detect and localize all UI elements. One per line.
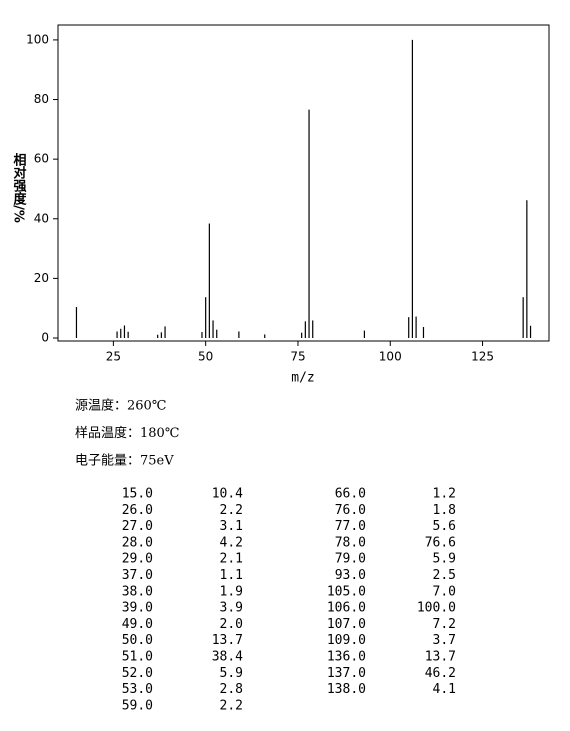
table-mz: 29.0 <box>122 552 153 567</box>
table-intensity: 5.9 <box>433 552 456 567</box>
table-mz: 15.0 <box>122 487 153 502</box>
table-intensity: 13.7 <box>425 650 456 665</box>
table-mz: 28.0 <box>122 535 153 550</box>
table-intensity: 7.0 <box>433 584 456 599</box>
table-mz: 66.0 <box>335 487 366 502</box>
table-intensity: 2.2 <box>220 698 243 713</box>
table-mz: 37.0 <box>122 568 153 583</box>
table-intensity: 46.2 <box>425 666 456 681</box>
table-intensity: 13.7 <box>212 633 243 648</box>
table-mz: 79.0 <box>335 552 366 567</box>
table-intensity: 76.6 <box>425 535 456 550</box>
table-mz: 51.0 <box>122 650 153 665</box>
table-intensity: 10.4 <box>212 487 243 502</box>
table-intensity: 4.1 <box>433 682 456 697</box>
table-intensity: 5.6 <box>433 519 456 534</box>
table-intensity: 1.1 <box>220 568 243 583</box>
info-line: 源温度：260℃ <box>75 398 166 414</box>
table-mz: 78.0 <box>335 535 366 550</box>
table-mz: 59.0 <box>122 698 153 713</box>
info-line: 样品温度：180℃ <box>75 425 179 441</box>
table-mz: 107.0 <box>327 617 366 632</box>
table-intensity: 4.2 <box>220 535 243 550</box>
table-intensity: 2.1 <box>220 552 243 567</box>
x-tick-label: 125 <box>471 350 494 364</box>
table-intensity: 38.4 <box>212 650 243 665</box>
table-mz: 49.0 <box>122 617 153 632</box>
table-intensity: 100.0 <box>417 601 456 616</box>
table-intensity: 2.2 <box>220 503 243 518</box>
table-intensity: 2.5 <box>433 568 456 583</box>
table-intensity: 3.9 <box>220 601 243 616</box>
table-mz: 138.0 <box>327 682 366 697</box>
table-intensity: 3.7 <box>433 633 456 648</box>
info-line: 电子能量：75eV <box>75 454 174 469</box>
table-intensity: 1.8 <box>433 503 456 518</box>
table-intensity: 1.9 <box>220 584 243 599</box>
table-mz: 52.0 <box>122 666 153 681</box>
x-tick-label: 75 <box>290 350 305 364</box>
table-mz: 38.0 <box>122 584 153 599</box>
y-tick-label: 0 <box>41 331 49 345</box>
table-mz: 27.0 <box>122 519 153 534</box>
x-axis-label: m/z <box>291 371 314 386</box>
x-tick-label: 25 <box>106 350 121 364</box>
table-mz: 105.0 <box>327 584 366 599</box>
table-mz: 39.0 <box>122 601 153 616</box>
table-mz: 136.0 <box>327 650 366 665</box>
table-mz: 53.0 <box>122 682 153 697</box>
table-mz: 137.0 <box>327 666 366 681</box>
x-tick-label: 100 <box>379 350 402 364</box>
table-intensity: 7.2 <box>433 617 456 632</box>
x-tick-label: 50 <box>198 350 213 364</box>
table-mz: 93.0 <box>335 568 366 583</box>
table-mz: 106.0 <box>327 601 366 616</box>
table-intensity: 2.0 <box>220 617 243 632</box>
plot-frame <box>57 24 550 342</box>
table-intensity: 2.8 <box>220 682 243 697</box>
table-intensity: 3.1 <box>220 519 243 534</box>
y-tick-label: 60 <box>34 152 49 166</box>
y-axis-label: 相对强度/% <box>11 153 27 223</box>
table-mz: 77.0 <box>335 519 366 534</box>
y-tick-label: 100 <box>26 32 49 46</box>
y-tick-label: 40 <box>34 211 49 225</box>
table-mz: 76.0 <box>335 503 366 518</box>
y-tick-label: 80 <box>34 92 49 106</box>
table-mz: 50.0 <box>122 633 153 648</box>
table-intensity: 1.2 <box>433 487 456 502</box>
table-mz: 109.0 <box>327 633 366 648</box>
table-mz: 26.0 <box>122 503 153 518</box>
table-intensity: 5.9 <box>220 666 243 681</box>
y-tick-label: 20 <box>34 271 49 285</box>
